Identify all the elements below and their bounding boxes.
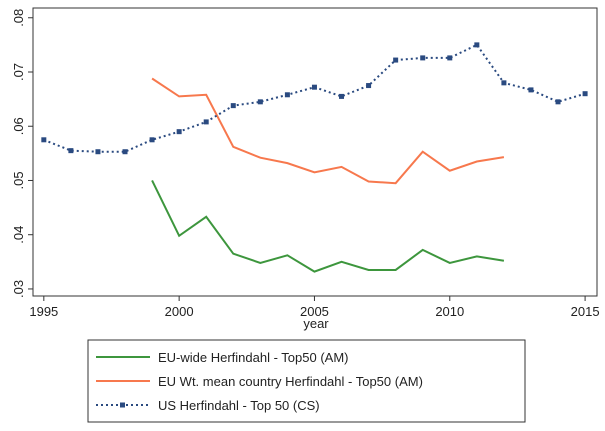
series-line	[151, 77, 505, 185]
x-tick-label: 2005	[300, 304, 329, 319]
series-marker	[528, 87, 534, 93]
series-line	[43, 43, 586, 153]
x-axis-label: year	[303, 316, 329, 331]
x-tick-label: 2015	[571, 304, 600, 319]
series-marker	[41, 137, 47, 143]
x-tick-label: 1995	[29, 304, 58, 319]
x-tick-label: 2000	[165, 304, 194, 319]
y-tick-label: .03	[11, 280, 26, 298]
series-marker	[474, 42, 480, 48]
legend-marker	[120, 402, 125, 408]
y-tick-label: .08	[11, 9, 26, 27]
y-tick-label: .07	[11, 63, 26, 81]
y-tick-label: .04	[11, 226, 26, 244]
y-tick-label: .06	[11, 117, 26, 135]
series-marker	[203, 119, 209, 125]
series-marker	[582, 91, 588, 97]
x-tick-label: 2010	[435, 304, 464, 319]
plot-frame	[32, 7, 598, 297]
series-marker	[339, 93, 345, 99]
legend-label: EU Wt. mean country Herfindahl - Top50 (…	[158, 374, 423, 389]
series-marker	[257, 99, 263, 105]
legend-box	[87, 339, 526, 423]
legend-label: EU-wide Herfindahl - Top50 (AM)	[158, 350, 349, 365]
series-marker	[230, 103, 236, 109]
y-tick-label: .05	[11, 171, 26, 189]
series-marker	[555, 99, 561, 105]
series-marker	[447, 55, 453, 61]
series-marker	[149, 137, 155, 143]
series-marker	[95, 149, 101, 155]
series-marker	[311, 84, 317, 90]
series-marker	[122, 149, 128, 155]
series-marker	[366, 83, 372, 89]
series-marker	[420, 55, 426, 61]
legend-label: US Herfindahl - Top 50 (CS)	[158, 398, 320, 413]
series-marker	[284, 92, 290, 98]
series-marker	[393, 57, 399, 63]
series-marker	[176, 129, 182, 135]
series-marker	[68, 148, 74, 154]
series-marker	[501, 80, 507, 86]
series-line	[151, 180, 505, 273]
